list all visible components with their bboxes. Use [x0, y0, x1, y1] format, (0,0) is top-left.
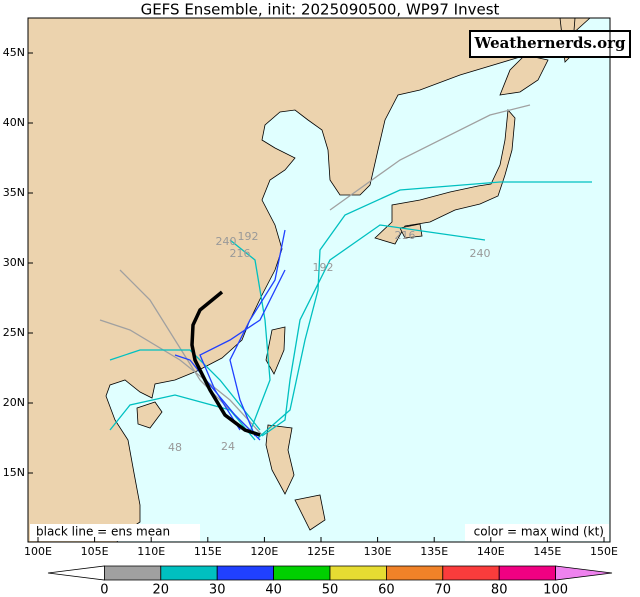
colorbar-bin: [442, 565, 500, 581]
colorbar-bin: [104, 565, 162, 581]
watermark-box: [469, 30, 631, 58]
latitude-label: 45N: [3, 46, 25, 59]
longitude-label: 120E: [250, 545, 278, 558]
map-frame: [27, 17, 611, 543]
longitude-label: 145E: [533, 545, 561, 558]
colorbar-bin: [329, 565, 387, 581]
latitude-label: 30N: [3, 256, 25, 269]
latitude-label: 15N: [3, 466, 25, 479]
track-label: 48: [168, 441, 182, 454]
colorbar-bin: [498, 565, 556, 581]
track-label: 240: [470, 247, 491, 260]
ensemble-mean-track: [190, 290, 261, 437]
longitude-label: 125E: [307, 545, 335, 558]
note-bg: [465, 524, 609, 541]
colorbar-bin: [555, 565, 613, 581]
track-label: 240: [216, 235, 237, 248]
watermark: Weathernerds.org: [473, 34, 626, 52]
colorbar-label: 20: [153, 583, 170, 597]
colorbar-label: 80: [491, 583, 508, 597]
longitude-label: 140E: [477, 545, 505, 558]
latitude-label: 35N: [3, 186, 25, 199]
colorbar-label: 0: [100, 583, 108, 597]
colorbar-label: 100: [543, 583, 568, 597]
longitude-label: 100E: [24, 545, 52, 558]
longitude-label: 150E: [590, 545, 618, 558]
title: GEFS Ensemble, init: 2025090500, WP97 In…: [141, 1, 500, 19]
latitude-label: 25N: [3, 326, 25, 339]
latitude-label: 40N: [3, 116, 25, 129]
colorbar-bin: [47, 565, 105, 581]
colorbar-bin: [386, 565, 444, 581]
longitude-label: 115E: [194, 545, 222, 558]
longitude-label: 135E: [420, 545, 448, 558]
colorbar-label: 70: [435, 583, 452, 597]
note-right: color = max wind (kt): [474, 525, 604, 539]
note-bg: [30, 524, 200, 541]
track-label: 192: [238, 230, 259, 243]
colorbar-bin: [216, 565, 274, 581]
track-label: 216: [395, 229, 416, 242]
note-left: black line = ens mean: [36, 525, 170, 539]
track-label: 192: [313, 261, 334, 274]
colorbar-label: 60: [378, 583, 395, 597]
track-label: 24: [221, 440, 235, 453]
latitude-label: 20N: [3, 396, 25, 409]
longitude-label: 130E: [364, 545, 392, 558]
longitude-label: 110E: [137, 545, 165, 558]
colorbar-bin: [160, 565, 218, 581]
longitude-label: 105E: [81, 545, 109, 558]
colorbar-label: 50: [322, 583, 339, 597]
colorbar-bin: [273, 565, 331, 581]
track-label: 216: [230, 247, 251, 260]
colorbar-label: 40: [265, 583, 282, 597]
colorbar-label: 30: [209, 583, 226, 597]
ensemble-tracks: [99, 104, 592, 441]
